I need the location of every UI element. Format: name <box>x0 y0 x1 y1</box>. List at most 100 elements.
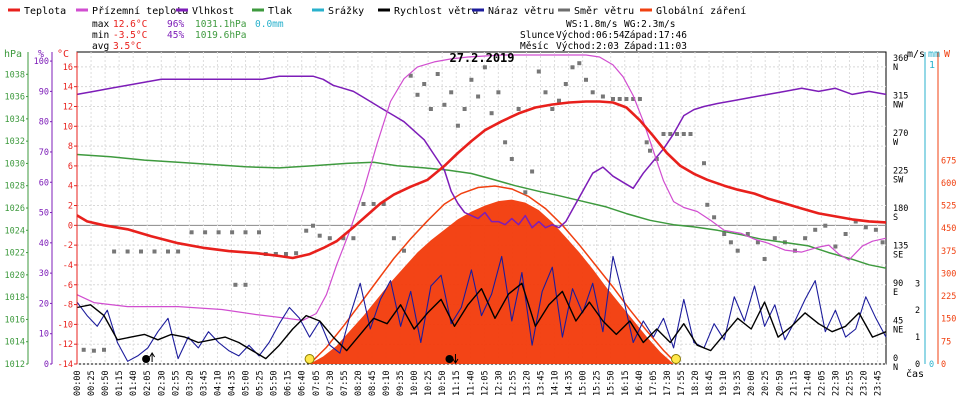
radiation-tick-label: 450 <box>941 224 956 234</box>
wind-speed-axis-unit: m/s <box>907 49 925 60</box>
legend-item-tlak: Tlak <box>252 6 292 17</box>
pressure-tick-label: 1014 <box>5 338 25 348</box>
wind-direction-point <box>496 90 501 95</box>
wind-direction-tick-label: S <box>893 213 898 223</box>
radiation-tick-label: 600 <box>941 179 956 189</box>
radiation-tick-label: 675 <box>941 156 956 166</box>
wind-direction-tick-value: 0 <box>893 354 898 364</box>
x-tick-label: 12:05 <box>480 370 490 396</box>
wind-direction-point <box>637 97 642 101</box>
wind-direction-point <box>880 240 885 245</box>
wind-direction-tick-label: W <box>893 138 899 148</box>
wind-direction-point <box>203 230 208 235</box>
x-tick-label: 21:40 <box>803 370 813 396</box>
x-tick-label: 07:55 <box>340 370 350 396</box>
wind-direction-tick-value: 360 <box>893 54 908 64</box>
wind-direction-point <box>509 157 514 161</box>
wind-direction-point <box>873 227 878 232</box>
x-tick-label: 19:35 <box>733 370 743 396</box>
astro-info: WS:1.8m/s WG:2.3m/s Slunce Východ:06:54 … <box>520 19 687 52</box>
x-tick-label: 02:30 <box>157 370 167 396</box>
wind-direction-point <box>243 230 248 235</box>
wind-direction-point <box>102 347 106 352</box>
wind-direction-point <box>745 232 750 236</box>
wind-direction-point <box>728 240 733 245</box>
wind-direction-tick-value: 90 <box>893 279 903 289</box>
series-line-náraz-větru <box>76 255 887 362</box>
chart-title: 27.2.2019 <box>449 51 514 65</box>
stat-max-rain: 0.0mm <box>255 19 284 30</box>
wind-direction-point <box>371 202 376 206</box>
legend-item-smer-vetru: Směr větru <box>558 5 634 17</box>
wind-direction-point <box>722 232 727 236</box>
legend-item-globalni-zareni: Globální záření <box>640 5 746 17</box>
wind-direction-point <box>843 232 848 236</box>
humidity-tick-label: 100 <box>34 57 49 67</box>
stat-min-hum: 45% <box>167 30 184 41</box>
wind-direction-point <box>661 132 666 136</box>
x-tick-label: 12:55 <box>508 370 518 396</box>
x-tick-label: 03:20 <box>185 370 195 396</box>
legend-item-vlhkost: Vlhkost <box>176 6 234 17</box>
wind-direction-point <box>617 97 622 101</box>
temperature-tick-label: -10 <box>58 320 73 330</box>
wind-speed-info: WS:1.8m/s <box>566 19 617 30</box>
x-tick-label: 17:55 <box>677 370 687 396</box>
x-tick-label: 00:00 <box>73 370 83 396</box>
wind-direction-tick-label: SE <box>893 251 903 261</box>
wind-direction-point <box>442 102 447 107</box>
wind-direction-point <box>166 249 170 254</box>
series-line-přízemní-teplota <box>76 54 887 321</box>
x-tick-label: 14:35 <box>565 370 575 396</box>
wind-direction-point <box>577 61 582 66</box>
wind-direction-point <box>823 223 828 228</box>
x-tick-label: 20:00 <box>747 370 757 396</box>
wind-direction-point <box>503 140 508 145</box>
wind-direction-point <box>705 202 710 207</box>
humidity-tick-label: 60 <box>39 178 49 188</box>
stat-min-temp: -3.5°C <box>113 30 147 41</box>
x-tick-label: 00:50 <box>101 370 111 396</box>
wind-direction-point <box>381 202 386 206</box>
wind-direction-point <box>361 202 366 206</box>
radiation-tick-label: 150 <box>941 315 956 325</box>
humidity-tick-label: 10 <box>39 330 49 340</box>
x-tick-label: 21:15 <box>789 370 799 396</box>
wind-direction-point <box>755 240 760 245</box>
moonrise-arrowhead <box>149 352 156 358</box>
temperature-tick-label: -6 <box>63 281 73 291</box>
legend-label: Náraz větru <box>488 5 554 17</box>
stat-max-temp: 12.6°C <box>113 19 147 30</box>
wind-direction-tick-value: 135 <box>893 242 908 252</box>
temperature-tick-label: 6 <box>68 162 73 172</box>
wind-direction-point <box>712 215 717 220</box>
x-tick-label: 16:40 <box>635 370 645 396</box>
moonrise-marker <box>142 355 151 363</box>
stat-avg-temp: 3.5°C <box>113 41 142 52</box>
wind-direction-tick-value: 225 <box>893 167 908 177</box>
stat-max-press: 1031.1hPa <box>195 19 246 30</box>
wind-direction-point <box>516 107 521 111</box>
legend-label: Teplota <box>24 6 66 17</box>
wind-direction-point <box>482 65 487 70</box>
temperature-tick-label: 8 <box>68 142 73 152</box>
wind-direction-point <box>570 65 575 70</box>
pressure-tick-label: 1024 <box>5 226 25 236</box>
series-lines <box>76 54 887 362</box>
x-tick-label: 11:40 <box>466 370 476 396</box>
wind-direction-point <box>189 230 194 235</box>
wind-gust-info: WG:2.3m/s <box>624 19 675 30</box>
wind-direction-point <box>611 97 615 101</box>
x-tick-label: 15:50 <box>607 370 617 396</box>
x-tick-label: 13:45 <box>536 370 546 396</box>
wind-direction-point <box>476 94 481 99</box>
legend-label: Globální záření <box>656 5 746 17</box>
radiation-tick-label: 225 <box>941 292 956 302</box>
x-tick-label: 20:25 <box>761 370 771 396</box>
wind-direction-point <box>294 251 299 256</box>
moonrise-time: Východ:2:03 <box>556 41 619 52</box>
temperature-tick-label: -8 <box>63 301 73 311</box>
wind-direction-tick-label: NW <box>893 101 904 111</box>
legend-label: Rychlost větru <box>394 5 478 17</box>
